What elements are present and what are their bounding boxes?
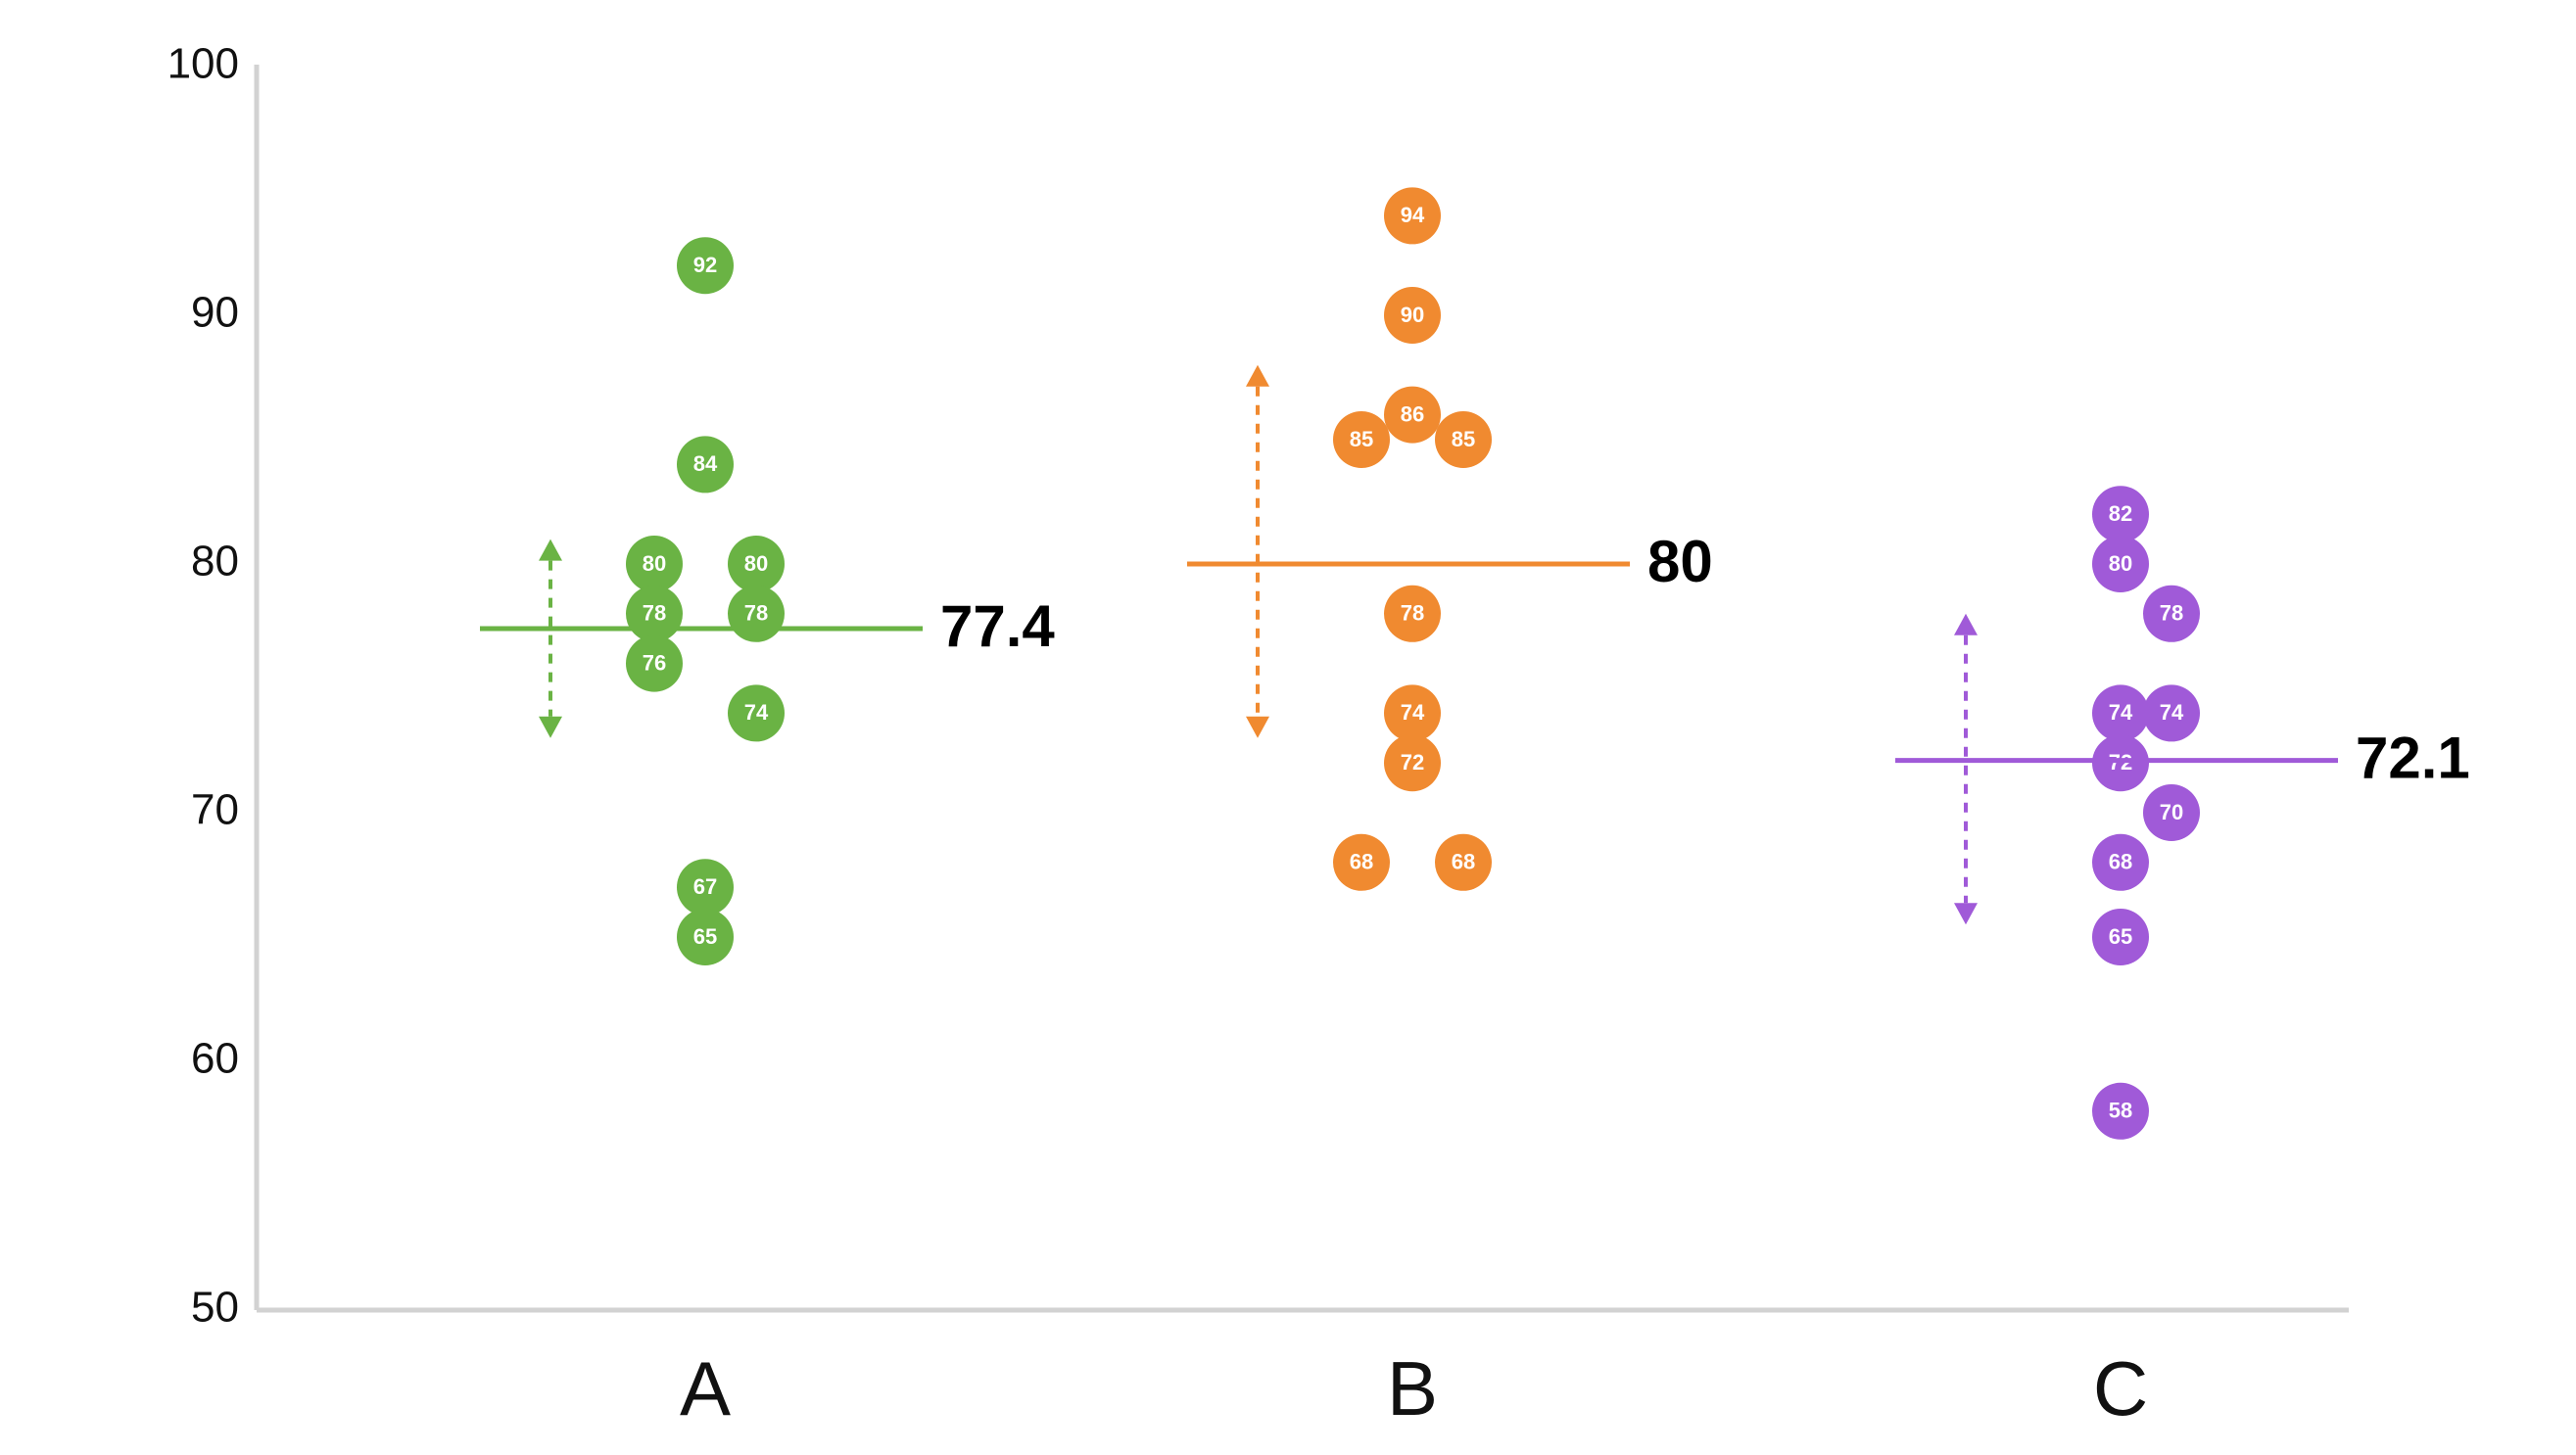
data-point: [1384, 287, 1441, 344]
data-point: [2143, 684, 2200, 742]
x-category-label: A: [680, 1345, 731, 1432]
data-point-label: 78: [643, 601, 666, 626]
data-point: [2092, 1082, 2149, 1140]
data-point-label: 74: [1401, 700, 1425, 725]
y-tick-label: 60: [191, 1035, 239, 1083]
data-point: [1384, 187, 1441, 245]
y-tick-label: 50: [191, 1284, 239, 1332]
data-point-label: 65: [2109, 924, 2132, 949]
series-a: 92 84 80 80 78 78 76 74 67 65 77.4: [480, 237, 1055, 965]
data-point: [2143, 784, 2200, 841]
data-point: [1435, 833, 1492, 891]
y-tick-label: 80: [191, 538, 239, 586]
data-point: [2143, 585, 2200, 642]
mean-value-label: 80: [1647, 529, 1713, 594]
data-point-label: 72: [1401, 750, 1424, 774]
x-axis: A B C: [257, 1307, 2349, 1432]
data-point-label: 68: [1350, 850, 1373, 874]
data-point: [2092, 684, 2149, 742]
data-point-label: 70: [2160, 800, 2183, 824]
spread-arrow-down-head: [1954, 903, 1978, 925]
spread-arrow-down-head: [1246, 716, 1269, 738]
data-point: [626, 536, 683, 592]
mean-value-label: 77.4: [940, 593, 1055, 659]
data-point: [1384, 734, 1441, 792]
y-tick-label: 70: [191, 786, 239, 834]
data-point: [2092, 909, 2149, 965]
data-point: [1384, 585, 1441, 642]
data-point-label: 92: [693, 253, 717, 277]
data-point-label: 78: [1401, 601, 1424, 626]
mean-value-label: 72.1: [2356, 726, 2470, 791]
series-b: 94 90 86 85 85 78 74 72 68 68 80: [1187, 187, 1713, 891]
y-tick-label: 90: [191, 289, 239, 337]
data-point-label: 74: [2109, 700, 2133, 725]
data-point-label: 78: [744, 601, 768, 626]
data-point-label: 84: [693, 451, 718, 476]
data-point: [677, 909, 734, 965]
data-point-label: 90: [1401, 303, 1424, 327]
spread-arrow-up-head: [1954, 613, 1978, 635]
data-point: [2092, 486, 2149, 543]
data-point: [677, 859, 734, 916]
data-point-label: 74: [744, 700, 769, 725]
data-point: [677, 237, 734, 295]
y-tick-label: 100: [167, 40, 239, 88]
data-point-label: 80: [744, 551, 768, 576]
data-point-label: 58: [2109, 1099, 2132, 1123]
data-point: [2092, 536, 2149, 592]
data-point: [1384, 386, 1441, 444]
data-point-label: 86: [1401, 401, 1424, 426]
data-point: [1333, 411, 1390, 468]
data-point: [626, 634, 683, 692]
data-point: [728, 536, 785, 592]
series-c: 8280787474727068655872.1: [1895, 486, 2470, 1140]
data-point: [1333, 833, 1390, 891]
spread-arrow-up-head: [539, 539, 562, 561]
data-point: [2092, 833, 2149, 891]
x-category-label: C: [2093, 1345, 2148, 1432]
series-layer: 92 84 80 80 78 78 76 74 67 65 77.4 94 90 86 85 85 78 74 72…: [480, 187, 2470, 1140]
data-point-label: 68: [1452, 850, 1475, 874]
data-point-label: 67: [693, 874, 717, 899]
x-category-label: B: [1387, 1345, 1438, 1432]
data-point-label: 85: [1452, 427, 1475, 451]
data-point-label: 74: [2160, 700, 2184, 725]
data-point: [1384, 684, 1441, 742]
data-point-label: 85: [1350, 427, 1373, 451]
spread-arrow-up-head: [1246, 364, 1269, 387]
data-point-label: 65: [693, 924, 717, 949]
data-point: [677, 436, 734, 493]
data-point: [728, 684, 785, 742]
data-point: [2092, 734, 2149, 792]
y-axis: 50 60 70 80 90 100: [167, 40, 260, 1332]
data-point-label: 82: [2109, 501, 2132, 526]
data-point-label: 80: [2109, 551, 2132, 576]
data-point-label: 68: [2109, 850, 2132, 874]
spread-arrow-down-head: [539, 716, 562, 738]
data-point-label: 80: [643, 551, 666, 576]
data-point-label: 94: [1401, 203, 1425, 227]
data-point: [1435, 411, 1492, 468]
data-point-label: 78: [2160, 601, 2183, 626]
data-point-label: 76: [643, 650, 666, 675]
